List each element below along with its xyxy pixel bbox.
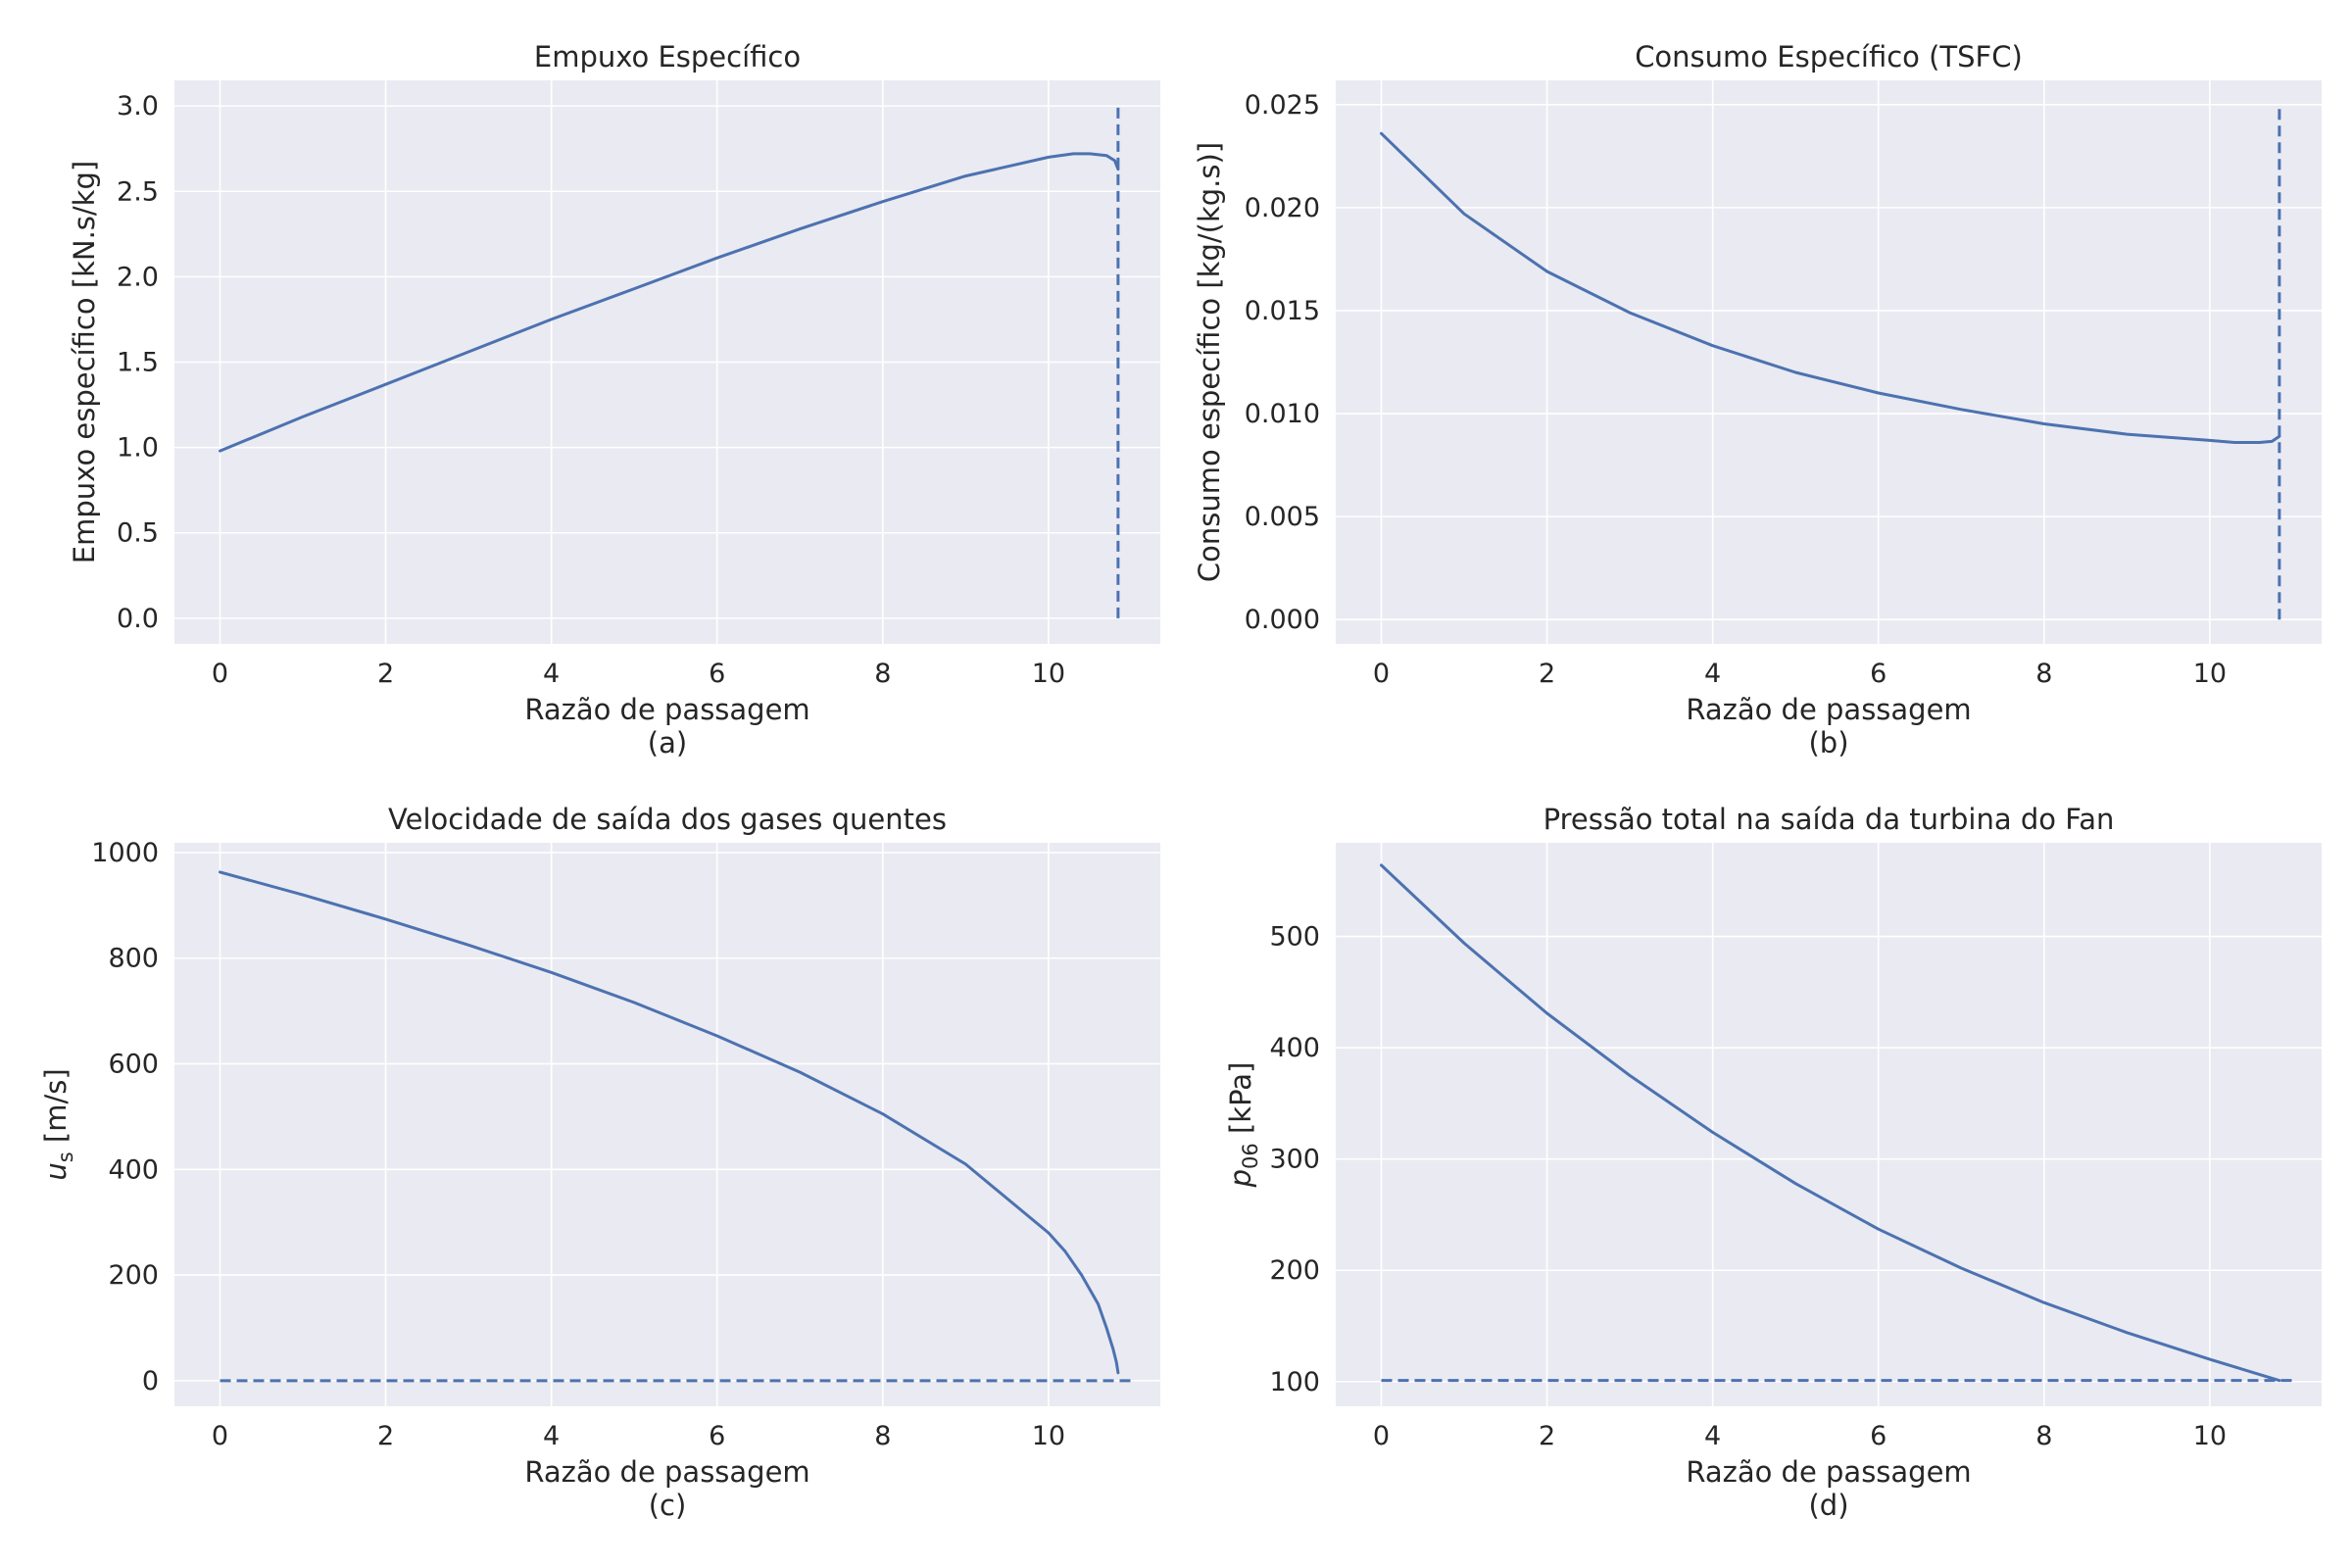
x-tick-label: 6 (709, 1421, 725, 1451)
x-axis-label: Razão de passagem (524, 693, 809, 726)
x-axis-label: Razão de passagem (1686, 693, 1971, 726)
y-tick-label: 0.0 (117, 604, 159, 634)
x-tick-label: 4 (543, 1421, 560, 1451)
y-tick-label: 500 (1269, 922, 1320, 953)
series-line (1380, 863, 2281, 1383)
x-tick-label: 2 (1539, 659, 1555, 689)
x-tick-label: 6 (1870, 659, 1886, 689)
x-tick-label: 10 (2193, 659, 2227, 689)
x-axis-label: Razão de passagem (524, 1455, 809, 1489)
panel-d: 0 2 4 6 8 10 100 200 300 400 500 Pressão total na s… (1224, 803, 2322, 1522)
panel-caption: (b) (1808, 726, 1848, 760)
y-tick-label: 0.020 (1245, 193, 1320, 223)
y-tick-label: 0.5 (117, 518, 159, 549)
y-axis-unit: [m/s] (39, 1068, 73, 1152)
series-line (219, 870, 1120, 1375)
x-tick-label: 0 (1373, 1421, 1390, 1451)
y-tick-label: 2.5 (117, 176, 159, 207)
y-axis-subscript: s (54, 1152, 77, 1162)
x-tick-label: 8 (874, 1421, 891, 1451)
x-tick-label: 10 (2193, 1421, 2227, 1451)
x-tick-label: 8 (2035, 659, 2052, 689)
x-tick-label: 2 (1539, 1421, 1555, 1451)
x-tick-label: 0 (212, 659, 228, 689)
y-tick-label: 800 (108, 944, 159, 974)
y-axis-symbol: p (1224, 1169, 1257, 1188)
y-tick-label: 0.010 (1245, 399, 1320, 429)
panel-caption: (c) (649, 1489, 687, 1522)
y-axis-label: us [m/s] (39, 1068, 77, 1180)
x-axis-label: Razão de passagem (1686, 1455, 1971, 1489)
y-tick-label: 0.015 (1245, 296, 1320, 326)
y-tick-label: 600 (108, 1050, 159, 1080)
plot-area (1336, 80, 2322, 644)
y-tick-label: 100 (1269, 1367, 1320, 1397)
chart-title: Consumo Específico (TSFC) (1635, 40, 2023, 74)
y-tick-label: 1.0 (117, 433, 159, 464)
panel-b: 0 2 4 6 8 10 0.000 0.005 0.010 0.015 0.020 0.025 Con… (1193, 40, 2322, 760)
panel-c: 0 2 4 6 8 10 0 200 400 600 800 1000 Velocidade de sa… (39, 803, 1160, 1522)
x-tick-label: 0 (212, 1421, 228, 1451)
series-line (1380, 131, 2281, 444)
panel-caption: (d) (1808, 1489, 1848, 1522)
x-tick-label: 4 (1704, 659, 1721, 689)
x-tick-label: 0 (1373, 659, 1390, 689)
x-tick-label: 10 (1032, 1421, 1065, 1451)
y-axis-label: Empuxo específico [kN.s/kg] (68, 161, 101, 564)
x-tick-label: 4 (543, 659, 560, 689)
panel-caption: (a) (648, 726, 687, 760)
y-axis-label: p06 [kPa] (1224, 1062, 1262, 1189)
panel-a: 0 2 4 6 8 10 0.0 0.5 1.0 1.5 2.0 2.5 3.0 Empuxo Espec… (68, 40, 1160, 760)
chart-title: Pressão total na saída da turbina do Fan (1544, 803, 2115, 836)
x-tick-label: 8 (2035, 1421, 2052, 1451)
y-tick-label: 300 (1269, 1145, 1320, 1175)
chart-title: Empuxo Específico (534, 40, 801, 74)
series-line (219, 152, 1120, 453)
plot-area (1336, 843, 2322, 1406)
y-tick-label: 0.000 (1245, 605, 1320, 635)
plot-area (174, 843, 1160, 1406)
x-tick-label: 2 (377, 659, 394, 689)
x-tick-label: 10 (1032, 659, 1065, 689)
x-tick-label: 8 (874, 659, 891, 689)
y-tick-label: 1.5 (117, 348, 159, 378)
y-tick-label: 200 (1269, 1255, 1320, 1286)
y-tick-label: 2.0 (117, 262, 159, 292)
y-axis-symbol: u (39, 1162, 73, 1180)
y-tick-label: 200 (108, 1260, 159, 1291)
chart-title: Velocidade de saída dos gases quentes (388, 803, 947, 836)
x-tick-label: 2 (377, 1421, 394, 1451)
y-tick-label: 0 (142, 1366, 159, 1396)
x-tick-label: 4 (1704, 1421, 1721, 1451)
y-tick-label: 0.005 (1245, 502, 1320, 532)
y-tick-label: 400 (1269, 1033, 1320, 1063)
y-tick-label: 0.025 (1245, 90, 1320, 121)
y-tick-label: 400 (108, 1154, 159, 1185)
x-tick-label: 6 (1870, 1421, 1886, 1451)
x-tick-label: 6 (709, 659, 725, 689)
y-tick-label: 1000 (91, 838, 159, 868)
y-axis-unit: [kPa] (1224, 1062, 1257, 1144)
y-axis-subscript: 06 (1239, 1143, 1262, 1169)
y-axis-label: Consumo específico [kg/(kg.s)] (1193, 142, 1226, 582)
y-tick-label: 3.0 (117, 91, 159, 122)
